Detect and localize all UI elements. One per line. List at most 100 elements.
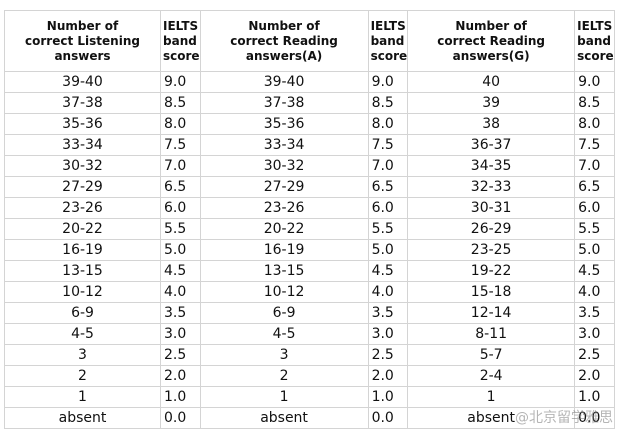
table-cell: 5.5 xyxy=(367,218,409,240)
table-row: 33-34 7.5 33-34 7.5 36-37 7.5 xyxy=(4,134,615,156)
header-line: band xyxy=(370,33,405,48)
table-cell: 2.5 xyxy=(367,344,409,366)
header-line: IELTS xyxy=(370,18,406,33)
table-row: 2 2.0 2 2.0 2-4 2.0 xyxy=(4,365,615,387)
header-line: correct Listening answers xyxy=(25,33,140,63)
table-cell: 36-37 xyxy=(407,134,576,156)
header-line: band xyxy=(577,33,611,48)
table-cell: 4.0 xyxy=(574,281,615,303)
header-line: correct Reading answers(G) xyxy=(437,33,545,63)
table-cell: 2-4 xyxy=(407,365,576,387)
table-cell: 7.5 xyxy=(160,134,201,156)
table-row: 27-29 6.5 27-29 6.5 32-33 6.5 xyxy=(4,176,615,198)
table-cell: 38 xyxy=(407,113,576,135)
table-cell: 33-34 xyxy=(4,134,161,156)
table-row: 39-40 9.0 39-40 9.0 40 9.0 xyxy=(4,71,615,93)
table-cell: 15-18 xyxy=(407,281,576,303)
table-cell: 2 xyxy=(199,365,369,387)
table-cell: 7.5 xyxy=(574,134,615,156)
table-cell: 23-25 xyxy=(407,239,576,261)
table-row: 37-38 8.5 37-38 8.5 39 8.5 xyxy=(4,92,615,114)
table-row: 23-26 6.0 23-26 6.0 30-31 6.0 xyxy=(4,197,615,219)
table-cell: 7.0 xyxy=(574,155,615,177)
table-cell: 6.5 xyxy=(574,176,615,198)
table-cell: 33-34 xyxy=(199,134,369,156)
table-cell: 8.5 xyxy=(574,92,615,114)
table-cell: 3.5 xyxy=(574,302,615,324)
table-cell: 6.0 xyxy=(367,197,409,219)
table-cell: 0.0 xyxy=(160,407,201,429)
table-cell: 5-7 xyxy=(407,344,576,366)
header-line: IELTS xyxy=(577,18,613,33)
table-cell: 6.0 xyxy=(160,197,201,219)
table-row: 4-5 3.0 4-5 3.0 8-11 3.0 xyxy=(4,323,615,345)
table-cell: 6.5 xyxy=(367,176,409,198)
table-row: 3 2.5 3 2.5 5-7 2.5 xyxy=(4,344,615,366)
table-cell: 20-22 xyxy=(199,218,369,240)
table-row: 16-19 5.0 16-19 5.0 23-25 5.0 xyxy=(4,239,615,261)
table-cell: 1 xyxy=(4,386,161,408)
table-cell: 3.5 xyxy=(160,302,201,324)
table-cell: 37-38 xyxy=(4,92,161,114)
header-line: Number of xyxy=(248,18,320,33)
table-cell: 2.5 xyxy=(160,344,201,366)
table-body: 39-40 9.0 39-40 9.0 40 9.0 37-38 8.5 37-38 8.5 39 8… xyxy=(4,71,615,429)
table-cell: 4.5 xyxy=(367,260,409,282)
table-cell: 8.0 xyxy=(367,113,409,135)
table-cell: 1 xyxy=(407,386,576,408)
header-row: Number of correct Listening answers IELTS b… xyxy=(4,10,615,72)
header-line: Number of xyxy=(455,18,527,33)
table-cell: 35-36 xyxy=(199,113,369,135)
table-cell: 8.0 xyxy=(574,113,615,135)
table-cell: 4-5 xyxy=(4,323,161,345)
header-line: score xyxy=(577,48,614,63)
table-cell: 3 xyxy=(4,344,161,366)
table-cell: 23-26 xyxy=(199,197,369,219)
table-cell: 35-36 xyxy=(4,113,161,135)
table-cell: 5.5 xyxy=(574,218,615,240)
table-cell: 6-9 xyxy=(4,302,161,324)
table-cell: 13-15 xyxy=(4,260,161,282)
table-cell: 4.5 xyxy=(574,260,615,282)
table-cell: 7.0 xyxy=(367,155,409,177)
table-cell: 39-40 xyxy=(199,71,369,93)
table-cell: 0.0 xyxy=(367,407,409,429)
table-cell: 6-9 xyxy=(199,302,369,324)
table-cell: 9.0 xyxy=(367,71,409,93)
table-cell: 30-31 xyxy=(407,197,576,219)
table-cell: 8.5 xyxy=(367,92,409,114)
table-cell: 1.0 xyxy=(160,386,201,408)
table-cell: 3.5 xyxy=(367,302,409,324)
table-row: 10-12 4.0 10-12 4.0 15-18 4.0 xyxy=(4,281,615,303)
table-cell: 19-22 xyxy=(407,260,576,282)
table-cell: 7.0 xyxy=(160,155,201,177)
header-line: IELTS xyxy=(163,18,199,33)
table-cell: 7.5 xyxy=(367,134,409,156)
table-cell: 8.5 xyxy=(160,92,201,114)
table-cell: 3.0 xyxy=(574,323,615,345)
table-row: 35-36 8.0 35-36 8.0 38 8.0 xyxy=(4,113,615,135)
table-cell: 6.5 xyxy=(160,176,201,198)
table-cell: 5.0 xyxy=(574,239,615,261)
table-row: 6-9 3.5 6-9 3.5 12-14 3.5 xyxy=(4,302,615,324)
table-cell: 4.0 xyxy=(367,281,409,303)
table-cell: 3 xyxy=(199,344,369,366)
header-cell: Number of correct Reading answers(A) xyxy=(199,10,369,72)
table-cell: 13-15 xyxy=(199,260,369,282)
table-cell: 1 xyxy=(199,386,369,408)
table-cell: 0.0 xyxy=(574,407,615,429)
header-cell: IELTS band score xyxy=(574,10,615,72)
table-cell: absent xyxy=(199,407,369,429)
table-cell: 4.5 xyxy=(160,260,201,282)
table-cell: 10-12 xyxy=(199,281,369,303)
table-cell: 39-40 xyxy=(4,71,161,93)
table-cell: 5.0 xyxy=(160,239,201,261)
table-cell: 26-29 xyxy=(407,218,576,240)
table-cell: 5.5 xyxy=(160,218,201,240)
table-cell: 5.0 xyxy=(367,239,409,261)
table-cell: 4.0 xyxy=(160,281,201,303)
table-cell: 40 xyxy=(407,71,576,93)
table-cell: 10-12 xyxy=(4,281,161,303)
table-cell: 6.0 xyxy=(574,197,615,219)
